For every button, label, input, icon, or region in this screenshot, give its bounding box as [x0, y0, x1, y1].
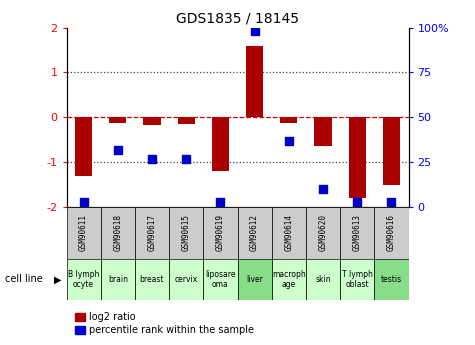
- Bar: [212, 117, 229, 171]
- Bar: [135, 207, 169, 259]
- Bar: [178, 117, 195, 124]
- Bar: [374, 207, 408, 259]
- Text: liver: liver: [246, 275, 263, 284]
- Text: breast: breast: [140, 275, 164, 284]
- Bar: [169, 207, 203, 259]
- Bar: [238, 207, 272, 259]
- Text: brain: brain: [108, 275, 128, 284]
- Bar: [374, 259, 408, 300]
- Bar: [383, 117, 400, 185]
- Text: GSM90614: GSM90614: [285, 214, 293, 252]
- Bar: [203, 259, 238, 300]
- Bar: [238, 259, 272, 300]
- Text: testis: testis: [381, 275, 402, 284]
- Bar: [272, 259, 306, 300]
- Bar: [101, 207, 135, 259]
- Point: [114, 147, 122, 152]
- Text: GSM90617: GSM90617: [148, 214, 156, 252]
- Point: [251, 28, 258, 34]
- Point: [80, 199, 87, 204]
- Bar: [306, 259, 340, 300]
- Legend: log2 ratio, percentile rank within the sample: log2 ratio, percentile rank within the s…: [71, 308, 258, 339]
- Text: GSM90612: GSM90612: [250, 214, 259, 252]
- Bar: [203, 207, 238, 259]
- Text: liposare
oma: liposare oma: [205, 270, 236, 289]
- Text: cervix: cervix: [175, 275, 198, 284]
- Bar: [314, 117, 332, 146]
- Bar: [109, 117, 126, 123]
- Bar: [135, 259, 169, 300]
- Text: cell line: cell line: [5, 275, 42, 284]
- Bar: [272, 207, 306, 259]
- Point: [148, 156, 156, 161]
- Bar: [169, 259, 203, 300]
- Point: [285, 138, 293, 144]
- Text: GSM90616: GSM90616: [387, 214, 396, 252]
- Bar: [66, 259, 101, 300]
- Bar: [101, 259, 135, 300]
- Text: GSM90615: GSM90615: [182, 214, 190, 252]
- Text: B lymph
ocyte: B lymph ocyte: [68, 270, 99, 289]
- Text: GSM90611: GSM90611: [79, 214, 88, 252]
- Text: GSM90619: GSM90619: [216, 214, 225, 252]
- Text: ▶: ▶: [54, 275, 62, 284]
- Text: GSM90613: GSM90613: [353, 214, 361, 252]
- Point: [319, 186, 327, 192]
- Bar: [246, 46, 263, 117]
- Bar: [340, 259, 374, 300]
- Title: GDS1835 / 18145: GDS1835 / 18145: [176, 11, 299, 25]
- Point: [182, 156, 190, 161]
- Bar: [349, 117, 366, 198]
- Text: macroph
age: macroph age: [272, 270, 306, 289]
- Text: skin: skin: [315, 275, 331, 284]
- Bar: [306, 207, 340, 259]
- Point: [388, 199, 395, 204]
- Point: [353, 199, 361, 204]
- Bar: [143, 117, 161, 125]
- Bar: [66, 207, 101, 259]
- Bar: [280, 117, 297, 123]
- Text: GSM90620: GSM90620: [319, 214, 327, 252]
- Point: [217, 199, 224, 204]
- Text: T lymph
oblast: T lymph oblast: [342, 270, 373, 289]
- Bar: [75, 117, 92, 176]
- Bar: [340, 207, 374, 259]
- Text: GSM90618: GSM90618: [114, 214, 122, 252]
